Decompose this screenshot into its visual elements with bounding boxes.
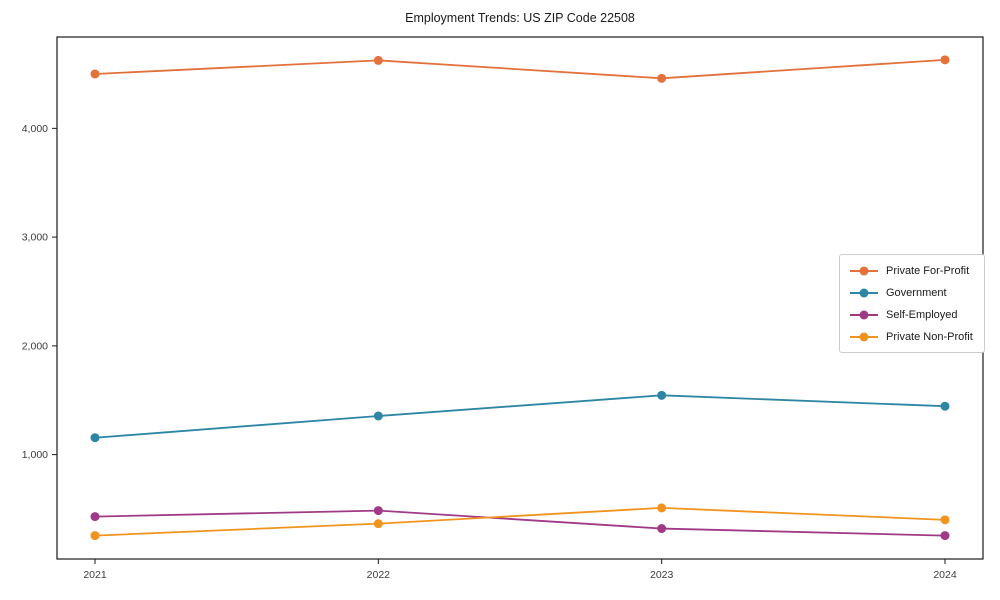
legend-label: Private Non-Profit (886, 330, 973, 343)
legend-dot-icon (859, 332, 869, 341)
series-line-government (94, 394, 946, 439)
series-point-private-non-profit (373, 519, 383, 529)
series-line-self-employed (94, 509, 946, 537)
series-point-self-employed (657, 524, 667, 534)
legend-item-self-employed: Self-Employed (850, 308, 974, 321)
chart-title: Employment Trends: US ZIP Code 22508 (405, 11, 635, 25)
series-point-private-non-profit (657, 503, 667, 513)
y-tick-label: 4,000 (22, 123, 48, 135)
legend-label: Self-Employed (886, 308, 958, 321)
legend-dot-icon (859, 310, 869, 319)
series-point-government (940, 401, 950, 411)
series-point-private-for-profit (657, 73, 667, 83)
x-tick-label: 2021 (83, 569, 107, 581)
x-tick-label: 2023 (650, 569, 674, 581)
series-point-government (373, 411, 383, 421)
series-point-self-employed (940, 531, 950, 541)
legend: Private For-Profit Government Self-Employe… (839, 254, 985, 353)
series-point-private-for-profit (373, 55, 383, 65)
y-tick-label: 3,000 (22, 232, 48, 244)
legend-line-marker-icon (850, 266, 878, 275)
legend-dot-icon (859, 288, 869, 297)
series-point-government (90, 433, 100, 443)
series-point-self-employed (90, 512, 100, 522)
series-line-private-for-profit (94, 58, 946, 80)
x-tick-label: 2022 (367, 569, 391, 581)
legend-label: Private For-Profit (886, 264, 970, 277)
series-point-government (657, 390, 667, 400)
series-point-self-employed (373, 506, 383, 516)
legend-item-private-non-profit: Private Non-Profit (850, 330, 974, 343)
series-point-private-for-profit (90, 69, 100, 79)
series-point-private-non-profit (940, 515, 950, 525)
legend-item-government: Government (850, 286, 974, 299)
y-tick-label: 2,000 (22, 340, 48, 352)
legend-item-private-for-profit: Private For-Profit (850, 264, 974, 277)
y-tick-label: 1,000 (22, 449, 48, 461)
series-line-private-non-profit (94, 506, 946, 537)
legend-line-marker-icon (850, 332, 878, 341)
legend-line-marker-icon (850, 310, 878, 319)
x-tick-label: 2024 (933, 569, 957, 581)
series-point-private-non-profit (90, 531, 100, 541)
series-point-private-for-profit (940, 55, 950, 65)
legend-label: Government (886, 286, 947, 299)
legend-dot-icon (859, 266, 869, 275)
legend-line-marker-icon (850, 288, 878, 297)
